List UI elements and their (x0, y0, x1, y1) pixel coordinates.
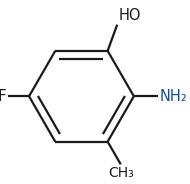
Text: HO: HO (119, 8, 141, 23)
Text: NH₂: NH₂ (160, 89, 188, 104)
Text: F: F (0, 89, 6, 104)
Text: CH₃: CH₃ (108, 166, 134, 180)
